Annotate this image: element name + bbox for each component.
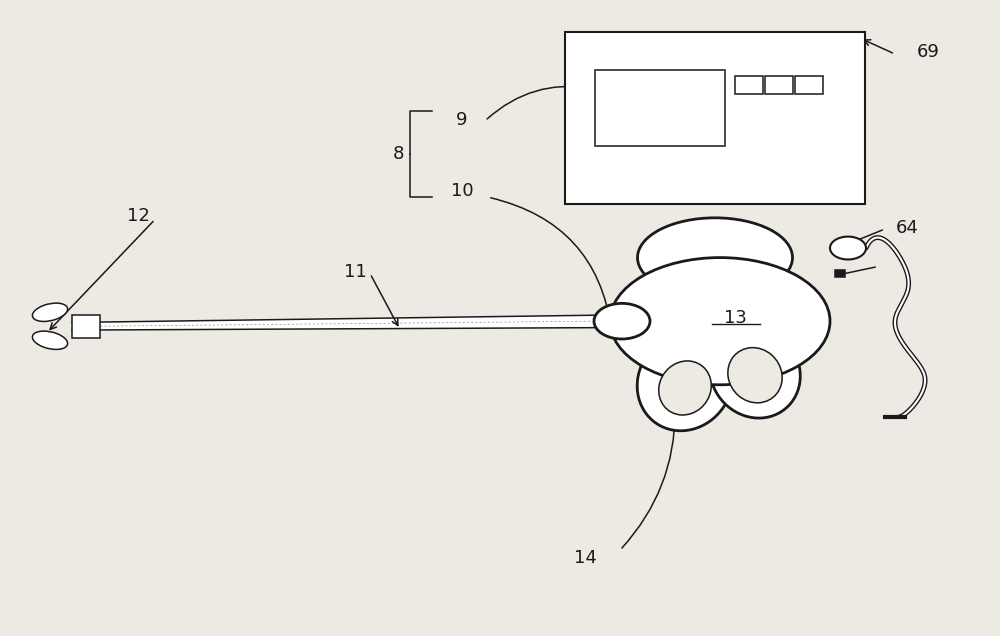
Text: 64: 64 xyxy=(896,219,918,237)
Circle shape xyxy=(830,237,866,259)
Text: 8: 8 xyxy=(392,145,404,163)
Ellipse shape xyxy=(32,303,68,321)
Text: 13: 13 xyxy=(724,309,746,327)
Text: 9: 9 xyxy=(456,111,468,128)
Text: 69: 69 xyxy=(917,43,939,61)
Circle shape xyxy=(594,303,650,339)
Polygon shape xyxy=(72,315,622,330)
Ellipse shape xyxy=(32,331,68,349)
Ellipse shape xyxy=(638,218,792,298)
Text: 14: 14 xyxy=(574,550,596,567)
Bar xyxy=(565,32,865,204)
Ellipse shape xyxy=(637,333,733,431)
Bar xyxy=(72,315,100,338)
Bar xyxy=(835,270,845,277)
Ellipse shape xyxy=(710,326,800,418)
Bar xyxy=(735,76,763,94)
Ellipse shape xyxy=(659,361,711,415)
Ellipse shape xyxy=(728,348,782,403)
Bar xyxy=(795,76,823,94)
Text: 10: 10 xyxy=(451,182,473,200)
Text: 12: 12 xyxy=(127,207,149,225)
Bar xyxy=(595,70,725,146)
Ellipse shape xyxy=(610,258,830,385)
Text: 11: 11 xyxy=(344,263,366,281)
Bar xyxy=(765,76,793,94)
